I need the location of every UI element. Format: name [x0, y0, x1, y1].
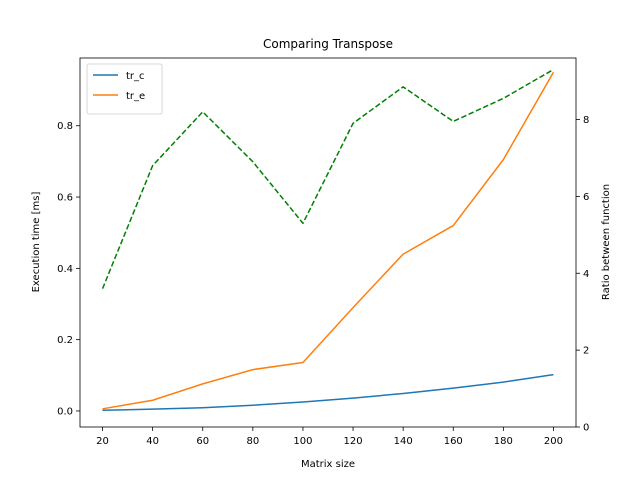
series-line-tr-e	[102, 71, 555, 410]
y2-tick-label: 2	[583, 346, 589, 357]
y2-tick-label: 4	[583, 269, 589, 280]
x-tick-label: 140	[394, 436, 413, 447]
series-line-ratio	[101, 68, 554, 289]
legend-box	[86, 63, 163, 115]
y-tick-label: 0.2	[57, 335, 73, 346]
x-tick-label: 60	[196, 436, 209, 447]
y-tick-label: 0.4	[57, 264, 73, 275]
x-tick-label: 100	[293, 436, 312, 447]
y-tick-label: 0.8	[57, 121, 73, 132]
legend: tr_c tr_e	[86, 63, 163, 115]
x-tick-label: 20	[96, 436, 109, 447]
legend-label: tr_e	[126, 91, 145, 102]
y-tick-label: 0.6	[57, 193, 73, 204]
x-tick-label: 160	[444, 436, 463, 447]
x-axis-label: Matrix size	[301, 459, 355, 470]
y2-tick-label: 8	[583, 115, 589, 126]
x-tick-label: 80	[246, 436, 259, 447]
y-tick-label: 0.0	[57, 406, 73, 417]
plot-area: 20 40 60 80 100 120 140 160 180 2000.00.20.40.60.…	[57, 57, 589, 447]
x-tick-label: 40	[146, 436, 159, 447]
x-tick-label: 180	[494, 436, 513, 447]
axes-frame	[79, 57, 577, 428]
chart-title: Comparing Transpose	[263, 37, 393, 51]
x-tick-label: 120	[344, 436, 363, 447]
y2-tick-label: 0	[583, 423, 589, 434]
y2-tick-label: 6	[583, 192, 589, 203]
x-tick-label: 200	[544, 436, 563, 447]
series-line-tr-c	[102, 373, 554, 411]
legend-label: tr_c	[126, 71, 145, 82]
y-axis-label: Execution time [ms]	[31, 192, 42, 293]
y2-axis-label: Ratio between function	[601, 184, 612, 300]
